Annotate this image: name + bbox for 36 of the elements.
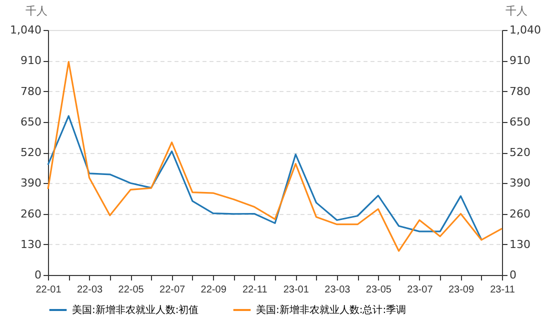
line-series bbox=[47, 61, 503, 252]
y2-tick-label: 650 bbox=[510, 115, 530, 128]
legend-label: 美国:新增非农就业人数:初值 bbox=[72, 304, 199, 316]
x-tick-label: 22-07 bbox=[160, 284, 186, 296]
x-tick-label: 22-11 bbox=[242, 284, 268, 296]
x-tick-label: 22-03 bbox=[76, 284, 103, 296]
line-series bbox=[47, 115, 482, 240]
x-tick-label: 23-09 bbox=[448, 284, 474, 296]
y-tick-label: 130 bbox=[20, 238, 42, 251]
x-tick-label: 23-07 bbox=[407, 284, 434, 296]
y2-tick-label: 0 bbox=[510, 268, 516, 282]
y2-tick-label: 780 bbox=[510, 84, 530, 98]
y-tick-label: 390 bbox=[20, 176, 42, 190]
y-tick-label: 650 bbox=[20, 115, 42, 128]
y-axis-title: 千人 bbox=[26, 4, 48, 18]
legend-label: 美国:新增非农就业人数:总计:季调 bbox=[256, 304, 406, 316]
y2-tick-label: 260 bbox=[510, 207, 530, 220]
y2-tick-label: 130 bbox=[510, 238, 530, 251]
y-tick-label: 0 bbox=[34, 268, 42, 282]
y-tick-label: 520 bbox=[20, 146, 42, 159]
y2-tick-label: 520 bbox=[510, 146, 530, 159]
x-tick-label: 23-05 bbox=[366, 284, 392, 296]
y2-tick-label: 390 bbox=[510, 176, 530, 190]
y2-tick-label: 1,040 bbox=[510, 24, 541, 36]
x-tick-label: 23-11 bbox=[490, 284, 516, 296]
x-tick-label: 22-05 bbox=[118, 284, 144, 296]
y-tick-label: 780 bbox=[20, 84, 42, 98]
x-tick-label: 23-03 bbox=[324, 284, 351, 296]
x-tick-label: 23-01 bbox=[283, 284, 310, 296]
y-tick-label: 910 bbox=[20, 54, 42, 68]
y2-tick-label: 910 bbox=[510, 54, 530, 68]
y-tick-label: 260 bbox=[20, 207, 42, 220]
y2-axis-title: 千人 bbox=[506, 4, 528, 18]
y-tick-label: 1,040 bbox=[10, 24, 42, 36]
x-tick-label: 22-01 bbox=[36, 284, 62, 296]
x-tick-label: 22-09 bbox=[200, 284, 227, 296]
